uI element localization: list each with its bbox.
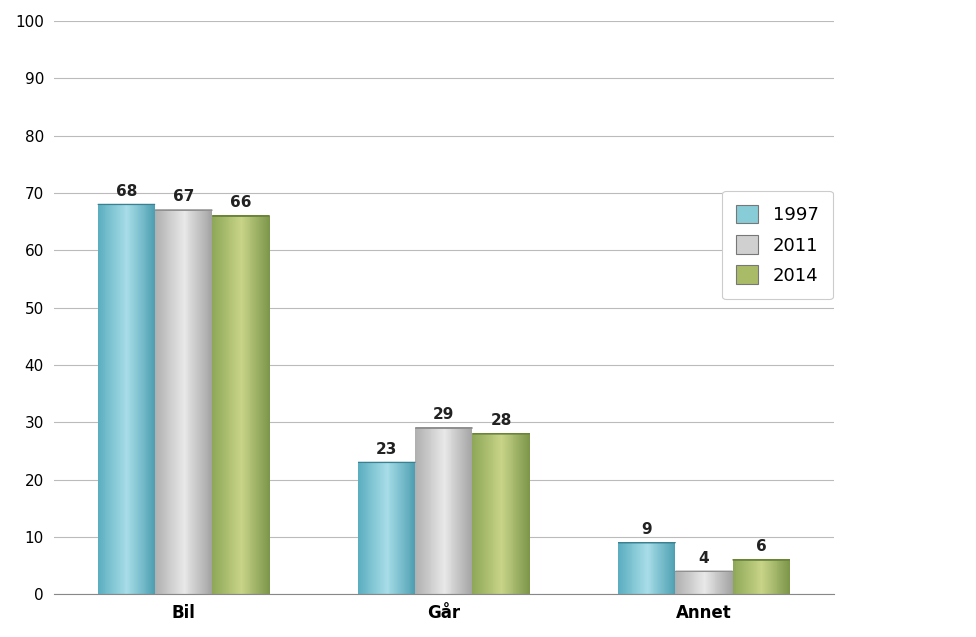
Text: 67: 67 xyxy=(173,189,194,204)
Text: 6: 6 xyxy=(755,539,766,554)
Text: 28: 28 xyxy=(490,413,511,428)
Text: 4: 4 xyxy=(699,550,710,566)
Legend: 1997, 2011, 2014: 1997, 2011, 2014 xyxy=(722,190,833,299)
Text: 66: 66 xyxy=(230,195,252,210)
Text: 23: 23 xyxy=(376,441,397,457)
Text: 29: 29 xyxy=(433,407,455,422)
Text: 9: 9 xyxy=(641,522,652,537)
Text: 68: 68 xyxy=(116,183,138,199)
